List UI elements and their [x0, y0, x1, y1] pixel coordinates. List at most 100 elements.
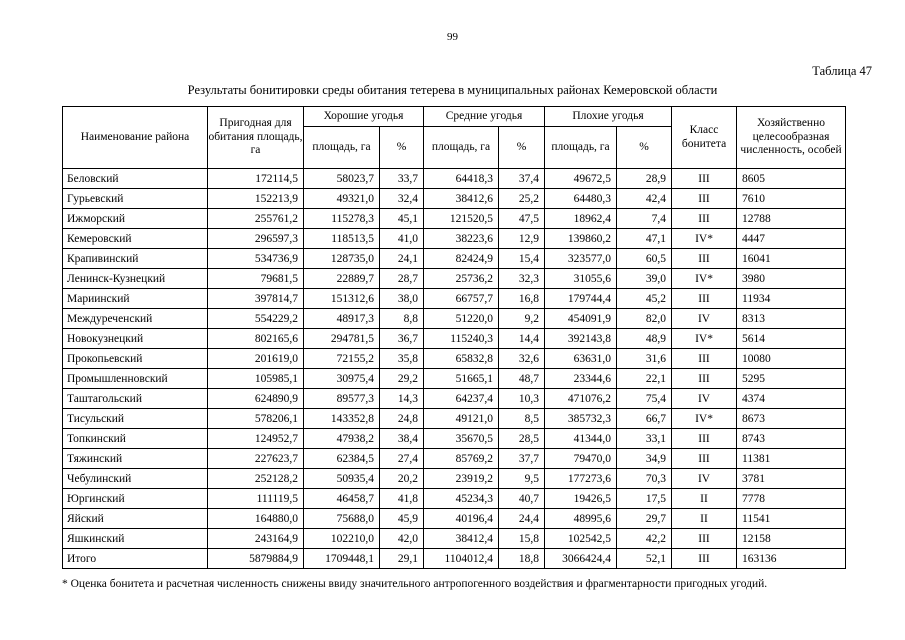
- cell-bonitet-class: IV*: [671, 328, 738, 349]
- cell-medium-area: 45234,3: [423, 488, 499, 509]
- cell-suitable-area: 124952,7: [207, 428, 304, 449]
- table-label: Таблица 47: [812, 64, 872, 78]
- header-medium-area-subcolumn: площадь, га: [423, 126, 499, 169]
- cell-medium-area: 82424,9: [423, 248, 499, 269]
- header-district-column: Наименование района: [62, 106, 208, 169]
- cell-district: Таштагольский: [62, 388, 208, 409]
- cell-medium-pct: 15,8: [498, 528, 545, 549]
- cell-target-count: 7778: [736, 488, 847, 509]
- cell-district: Новокузнецкий: [62, 328, 208, 349]
- cell-good-area: 102210,0: [303, 528, 380, 549]
- cell-target-count: 3980: [736, 268, 847, 289]
- cell-good-area: 75688,0: [303, 508, 380, 529]
- cell-good-pct: 24,1: [379, 248, 424, 269]
- cell-medium-area: 65832,8: [423, 348, 499, 369]
- cell-bonitet-class: II: [671, 488, 738, 509]
- cell-district: Кемеровский: [62, 228, 208, 249]
- cell-medium-pct: 28,5: [498, 428, 545, 449]
- cell-poor-pct: 33,1: [615, 428, 673, 449]
- cell-suitable-area: 164880,0: [207, 508, 304, 529]
- cell-medium-area: 51220,0: [423, 308, 499, 329]
- cell-medium-pct: 16,8: [498, 288, 545, 309]
- cell-good-area: 115278,3: [303, 208, 380, 229]
- header-suitable-area-column: Пригодная для обитания площадь, га: [207, 106, 304, 169]
- table-row: Чебулинский 252128,2 50935,4 20,2 23919,2 9,5…: [62, 468, 847, 489]
- cell-suitable-area: 578206,1: [207, 408, 304, 429]
- cell-suitable-area: 252128,2: [207, 468, 304, 489]
- cell-medium-pct: 8,5: [498, 408, 545, 429]
- cell-poor-area: 64480,3: [544, 188, 617, 209]
- cell-district: Итого: [62, 548, 208, 569]
- cell-district: Ленинск-Кузнецкий: [62, 268, 208, 289]
- cell-bonitet-class: III: [671, 288, 738, 309]
- cell-district: Ижморский: [62, 208, 208, 229]
- cell-good-area: 72155,2: [303, 348, 380, 369]
- cell-poor-area: 18962,4: [544, 208, 617, 229]
- cell-poor-pct: 42,4: [615, 188, 673, 209]
- cell-poor-area: 41344,0: [544, 428, 617, 449]
- table-row: Крапивинский 534736,9 128735,0 24,1 82424,9 1…: [62, 248, 847, 269]
- cell-medium-pct: 14,4: [498, 328, 545, 349]
- table-row: Тисульский 578206,1 143352,8 24,8 49121,0 8,5…: [62, 408, 847, 429]
- cell-suitable-area: 624890,9: [207, 388, 304, 409]
- cell-good-area: 294781,5: [303, 328, 380, 349]
- cell-poor-area: 3066424,4: [544, 548, 617, 569]
- header-poor-group: Плохие угодья: [543, 106, 673, 127]
- cell-poor-area: 48995,6: [544, 508, 617, 529]
- cell-medium-area: 38412,4: [423, 528, 499, 549]
- cell-district: Промышленновский: [62, 368, 208, 389]
- page-number: 99: [447, 31, 458, 43]
- cell-medium-pct: 18,8: [498, 548, 545, 569]
- cell-poor-pct: 82,0: [615, 308, 673, 329]
- cell-good-pct: 45,9: [379, 508, 424, 529]
- cell-bonitet-class: III: [671, 548, 738, 569]
- cell-suitable-area: 243164,9: [207, 528, 304, 549]
- cell-suitable-area: 397814,7: [207, 288, 304, 309]
- cell-good-pct: 20,2: [379, 468, 424, 489]
- cell-poor-area: 454091,9: [544, 308, 617, 329]
- cell-poor-pct: 48,9: [615, 328, 673, 349]
- cell-poor-pct: 52,1: [615, 548, 673, 569]
- cell-district: Беловский: [62, 168, 208, 189]
- cell-district: Гурьевский: [62, 188, 208, 209]
- cell-bonitet-class: II: [671, 508, 738, 529]
- cell-medium-pct: 12,9: [498, 228, 545, 249]
- table-row: Ижморский 255761,2 115278,3 45,1 121520,5 47,…: [62, 208, 847, 229]
- cell-poor-pct: 66,7: [615, 408, 673, 429]
- table-row: Прокопьевский 201619,0 72155,2 35,8 65832,8 3…: [62, 348, 847, 369]
- cell-medium-area: 35670,5: [423, 428, 499, 449]
- table-row: Юргинский 111119,5 46458,7 41,8 45234,3 40,7 1…: [62, 488, 847, 509]
- header-group-row: Наименование района Пригодная для обитан…: [62, 106, 847, 169]
- cell-target-count: 4447: [736, 228, 847, 249]
- table-row: Кемеровский 296597,3 118513,5 41,0 38223,6 12…: [62, 228, 847, 249]
- header-poor-area-subcolumn: площадь, га: [544, 126, 617, 169]
- table-row: Мариинский 397814,7 151312,6 38,0 66757,7 16,…: [62, 288, 847, 309]
- cell-bonitet-class: III: [671, 168, 738, 189]
- cell-bonitet-class: III: [671, 348, 738, 369]
- cell-district: Междуреченский: [62, 308, 208, 329]
- cell-target-count: 4374: [736, 388, 847, 409]
- cell-target-count: 16041: [736, 248, 847, 269]
- header-target-count-column: Хозяйственно целесообразная численность,…: [736, 106, 847, 169]
- cell-poor-pct: 22,1: [615, 368, 673, 389]
- cell-poor-area: 19426,5: [544, 488, 617, 509]
- cell-medium-area: 38412,6: [423, 188, 499, 209]
- table-row: Ленинск-Кузнецкий 79681,5 22889,7 28,7 25736…: [62, 268, 847, 289]
- cell-medium-area: 25736,2: [423, 268, 499, 289]
- cell-poor-area: 177273,6: [544, 468, 617, 489]
- cell-target-count: 5614: [736, 328, 847, 349]
- cell-poor-area: 471076,2: [544, 388, 617, 409]
- table-row: Итого 5879884,9 1709448,1 29,1 1104012,4 18,8…: [62, 548, 847, 569]
- cell-good-area: 58023,7: [303, 168, 380, 189]
- cell-good-pct: 8,8: [379, 308, 424, 329]
- cell-medium-pct: 48,7: [498, 368, 545, 389]
- cell-good-area: 1709448,1: [303, 548, 380, 569]
- cell-bonitet-class: III: [671, 448, 738, 469]
- header-good-percent-subcolumn: %: [379, 126, 424, 169]
- cell-suitable-area: 255761,2: [207, 208, 304, 229]
- cell-good-area: 143352,8: [303, 408, 380, 429]
- cell-poor-pct: 29,7: [615, 508, 673, 529]
- cell-suitable-area: 172114,5: [207, 168, 304, 189]
- cell-target-count: 10080: [736, 348, 847, 369]
